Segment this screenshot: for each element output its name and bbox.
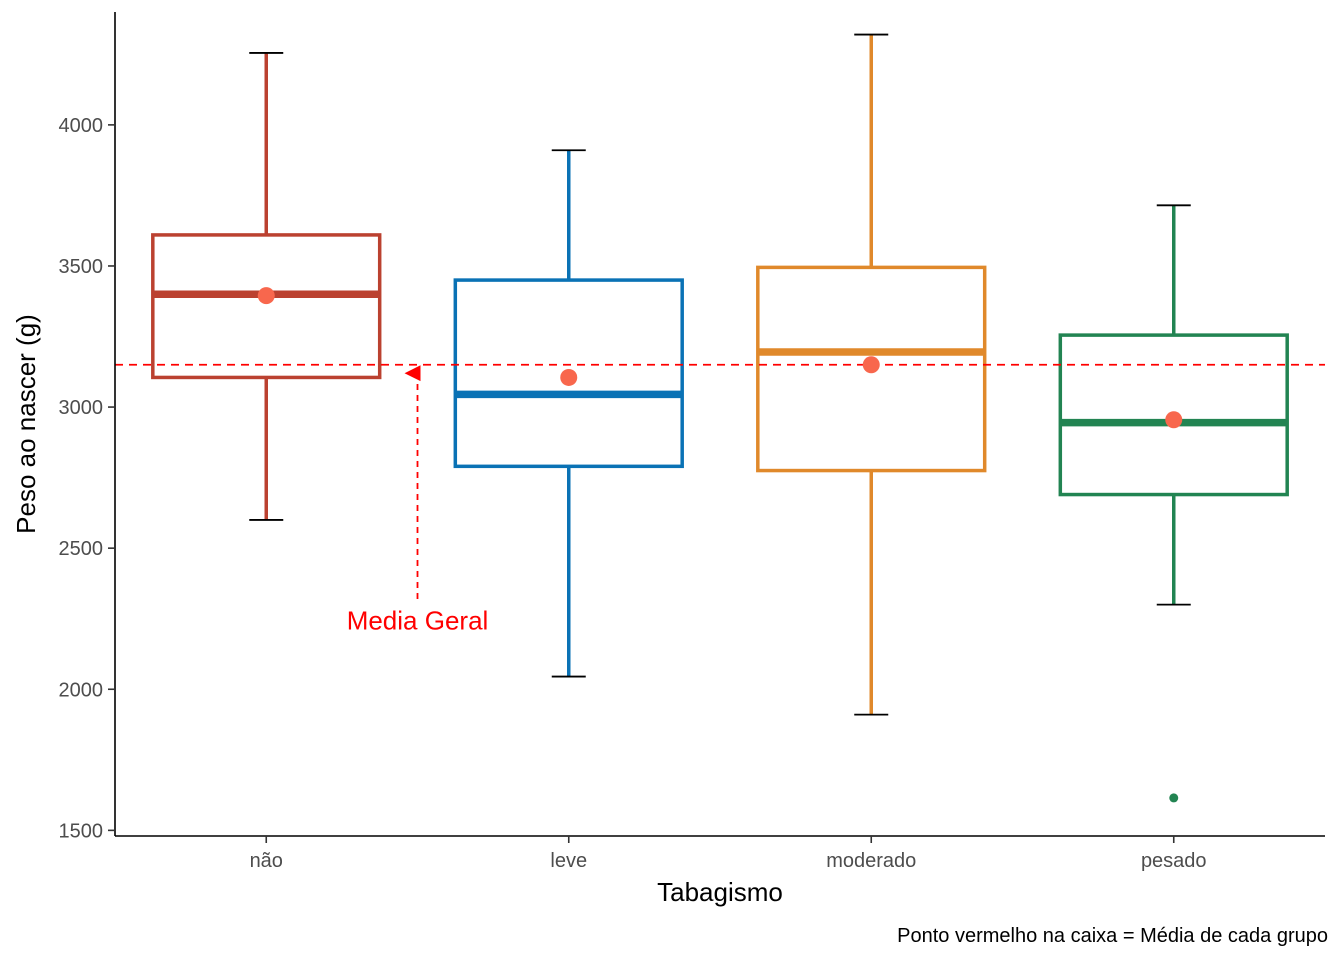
- axes: 1500 2000 2500 3000 3500 4000 não leve moderado p…: [59, 12, 1325, 872]
- annotation-label: Media Geral: [347, 606, 489, 636]
- outlier-point: [1169, 793, 1179, 803]
- x-tick-label: não: [250, 850, 283, 872]
- y-tick-label: 4000: [59, 115, 104, 137]
- x-axis-title: Tabagismo: [657, 877, 783, 907]
- group-mean-point: [862, 356, 880, 374]
- box-iqr: [151, 233, 382, 380]
- x-tick-label: pesado: [1141, 850, 1207, 872]
- box-group: [1058, 204, 1289, 803]
- y-tick-label: 3000: [59, 397, 104, 419]
- group-mean-point: [560, 368, 578, 386]
- plot-area: Media Geral: [115, 33, 1325, 803]
- x-tick-label: moderado: [826, 850, 916, 872]
- y-tick-label: 2000: [59, 679, 104, 701]
- box-group: [756, 33, 987, 716]
- y-axis-title: Peso ao nascer (g): [11, 314, 41, 534]
- chart-caption: Ponto vermelho na caixa = Média de cada …: [897, 925, 1328, 947]
- y-tick-label: 2500: [59, 538, 104, 560]
- y-tick-label: 1500: [59, 820, 104, 842]
- x-tick-label: leve: [550, 850, 587, 872]
- box-iqr: [453, 278, 684, 469]
- box-group: [453, 149, 684, 678]
- box-group: [151, 52, 382, 521]
- y-tick-label: 3500: [59, 256, 104, 278]
- group-mean-point: [257, 287, 275, 305]
- group-mean-point: [1165, 411, 1183, 429]
